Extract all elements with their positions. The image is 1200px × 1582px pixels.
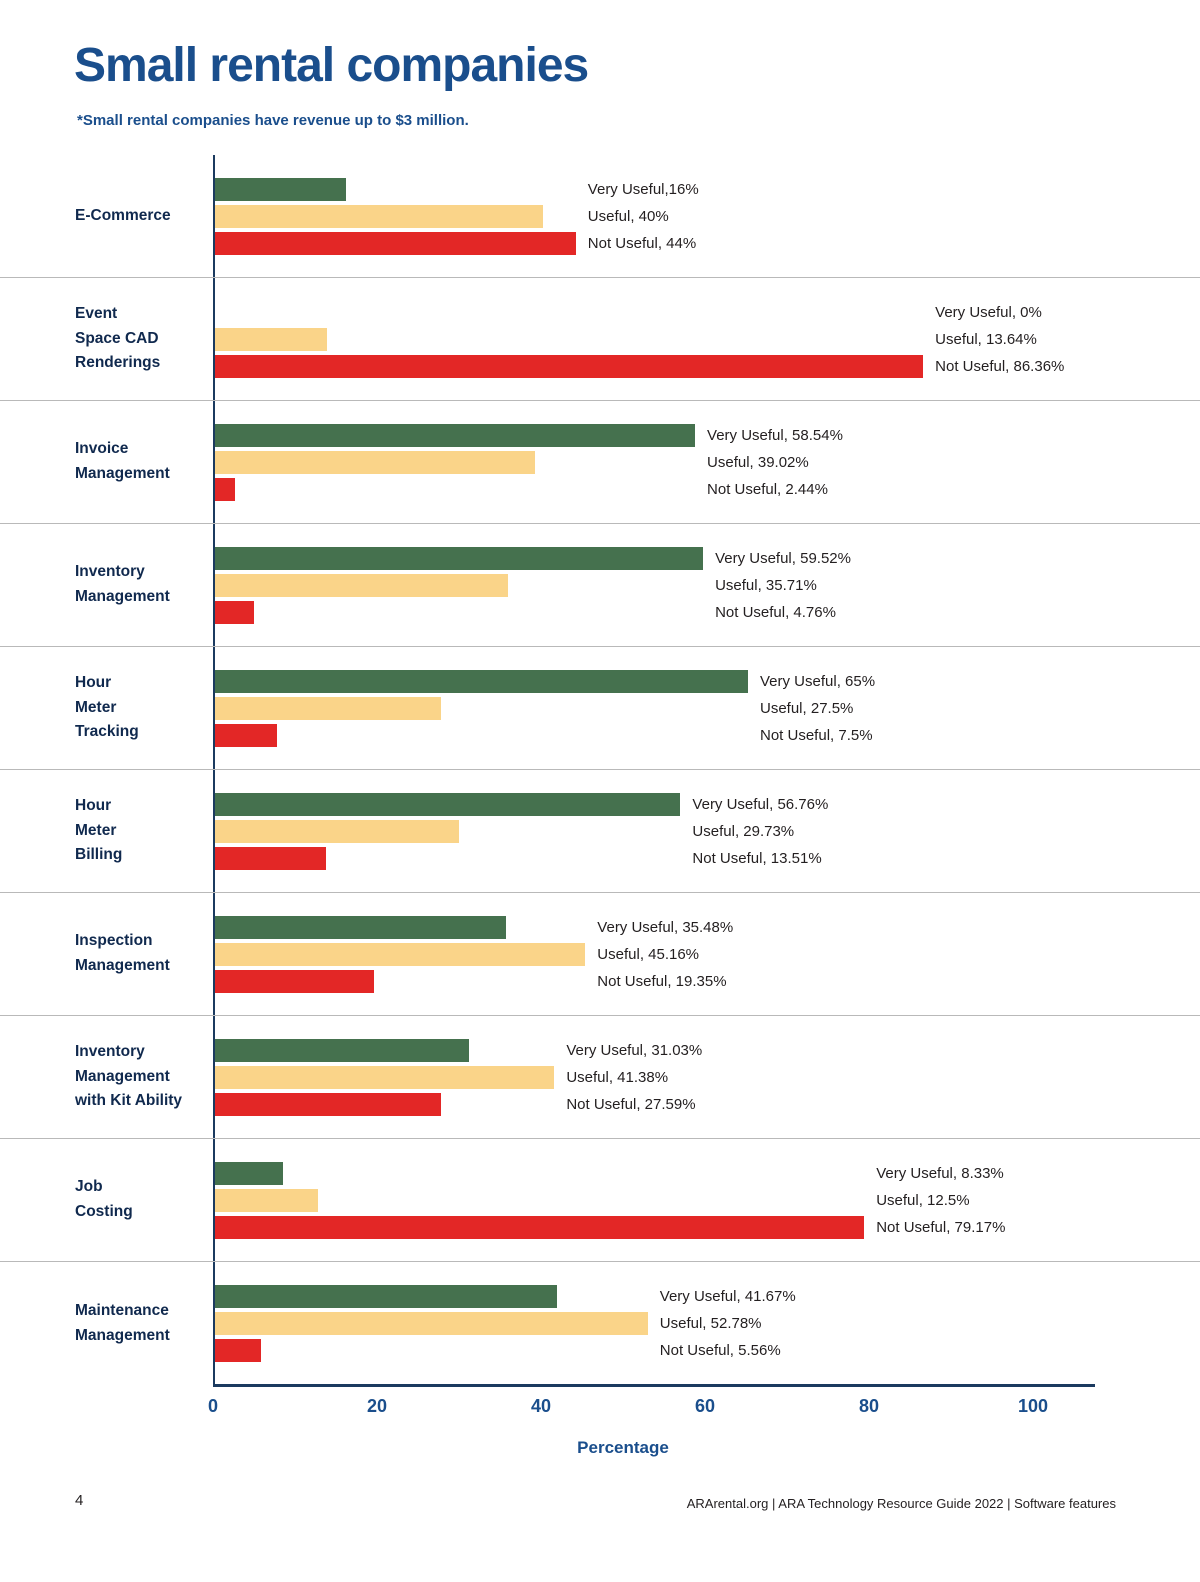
x-tick-label: 20: [366, 1396, 388, 1416]
value-labels: Very Useful, 8.33% Useful, 12.5% Not Use…: [876, 1165, 1006, 1236]
category-label: Inventory Management with Kit Ability: [75, 1042, 183, 1110]
bar-group: [215, 301, 924, 382]
page-subtitle: *Small rental companies have revenue up …: [77, 112, 469, 129]
bar-not-useful: [215, 847, 326, 870]
category-label: E-Commerce: [75, 206, 171, 224]
x-tick-label: 0: [207, 1396, 219, 1416]
category-group: Hour Meter Tracking Very Useful, 65% Usef…: [0, 647, 1200, 770]
bar-group: [215, 916, 586, 997]
value-labels: Very Useful, 56.76% Useful, 29.73% Not U…: [692, 796, 829, 867]
category-group: Invoice Management Very Useful, 58.54% Us…: [0, 401, 1200, 524]
x-tick-label: 100: [1017, 1396, 1049, 1416]
category-label: Inventory Management: [75, 563, 170, 605]
bar-useful: [215, 820, 459, 843]
x-axis-line: [213, 1384, 1095, 1387]
bar-very-useful: [215, 916, 506, 939]
category-group: Hour Meter Billing Very Useful, 56.76% Us…: [0, 770, 1200, 893]
bar-not-useful: [215, 478, 235, 501]
bar-very-useful: [215, 1039, 470, 1062]
bar-not-useful: [215, 970, 374, 993]
bar-useful: [215, 205, 543, 228]
value-labels: Very Useful, 0% Useful, 13.64% Not Usefu…: [935, 304, 1065, 375]
bar-not-useful: [215, 1339, 261, 1362]
x-tick-label: 60: [694, 1396, 716, 1416]
bar-not-useful: [215, 1093, 442, 1116]
y-axis-line: [213, 155, 215, 1386]
value-labels: Very Useful, 31.03% Useful, 41.38% Not U…: [566, 1042, 703, 1113]
bar-group: [215, 424, 696, 505]
bar-very-useful: [215, 1162, 284, 1185]
category-label: Job Costing: [75, 1178, 133, 1220]
value-labels: Very Useful, 65% Useful, 27.5% Not Usefu…: [760, 673, 876, 744]
bar-group: [215, 178, 576, 259]
bar-useful: [215, 328, 327, 351]
bar-useful: [215, 1066, 555, 1089]
bar-very-useful: [215, 1285, 557, 1308]
category-label: Inspection Management: [75, 932, 170, 974]
category-label: Hour Meter Billing: [75, 796, 123, 864]
bar-group: [215, 793, 681, 874]
bar-group: [215, 1039, 555, 1120]
bar-very-useful: [215, 793, 681, 816]
bar-useful: [215, 1312, 648, 1335]
bar-not-useful: [215, 1216, 865, 1239]
page-title: Small rental companies: [74, 39, 589, 92]
value-labels: Very Useful,16% Useful, 40% Not Useful, …: [587, 181, 699, 252]
bar-group: [215, 547, 704, 628]
category-group: Maintenance Management Very Useful, 41.67…: [0, 1262, 1200, 1385]
bar-not-useful: [215, 724, 277, 747]
bar-not-useful: [215, 232, 576, 255]
bar-useful: [215, 943, 586, 966]
category-group: Job Costing Very Useful, 8.33% Useful, 12…: [0, 1139, 1200, 1262]
bar-very-useful: [215, 547, 704, 570]
bar-very-useful: [215, 670, 748, 693]
category-label: Hour Meter Tracking: [75, 673, 139, 741]
bar-not-useful: [215, 355, 924, 378]
x-ticks: 0 20 40 60 80 100: [0, 1396, 1200, 1422]
category-group: E-Commerce Very Useful,16% Useful, 40% No…: [0, 155, 1200, 278]
category-group: Event Space CAD Renderings Very Useful, 0…: [0, 278, 1200, 401]
footer-credit: ARArental.org | ARA Technology Resource …: [686, 1496, 1116, 1511]
bar-useful: [215, 1189, 318, 1212]
category-group: Inspection Management Very Useful, 35.48%…: [0, 893, 1200, 1016]
bar-group: [215, 1162, 865, 1243]
x-tick-label: 40: [530, 1396, 552, 1416]
bar-useful: [215, 451, 535, 474]
value-labels: Very Useful, 59.52% Useful, 35.71% Not U…: [715, 550, 851, 621]
category-label: Invoice Management: [75, 440, 170, 482]
bar-group: [215, 670, 748, 751]
x-tick-label: 80: [858, 1396, 880, 1416]
category-label: Event Space CAD Renderings: [75, 304, 161, 372]
value-labels: Very Useful, 35.48% Useful, 45.16% Not U…: [597, 919, 734, 990]
x-axis-title: Percentage: [577, 1438, 669, 1457]
category-group: Inventory Management Very Useful, 59.52% …: [0, 524, 1200, 647]
category-label: Maintenance Management: [75, 1301, 170, 1344]
value-labels: Very Useful, 41.67% Useful, 52.78% Not U…: [659, 1288, 796, 1359]
category-group: Inventory Management with Kit Ability Ver…: [0, 1016, 1200, 1139]
bar-useful: [215, 697, 441, 720]
bar-useful: [215, 574, 508, 597]
value-labels: Very Useful, 58.54% Useful, 39.02% Not U…: [707, 427, 843, 498]
page-number: 4: [75, 1492, 84, 1509]
bar-very-useful: [215, 424, 696, 447]
bar-not-useful: [215, 601, 255, 624]
chart-groups: E-Commerce Very Useful,16% Useful, 40% No…: [0, 155, 1200, 1385]
bar-very-useful: [215, 178, 347, 201]
bar-group: [215, 1285, 648, 1366]
